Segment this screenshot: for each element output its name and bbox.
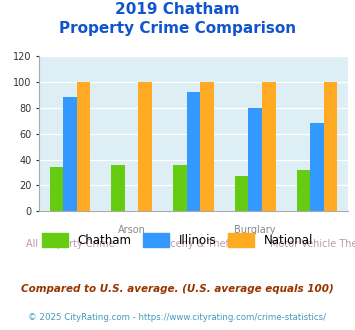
Text: All Property Crime: All Property Crime	[26, 239, 114, 249]
Text: © 2025 CityRating.com - https://www.cityrating.com/crime-statistics/: © 2025 CityRating.com - https://www.city…	[28, 314, 327, 322]
Bar	[77, 82, 90, 211]
Bar	[173, 165, 187, 211]
Legend: Chatham, Illinois, National: Chatham, Illinois, National	[37, 228, 318, 251]
Bar	[262, 82, 275, 211]
Text: Burglary: Burglary	[235, 225, 276, 235]
Bar	[111, 165, 125, 211]
Bar	[138, 82, 152, 211]
Bar	[324, 82, 337, 211]
Bar	[187, 92, 200, 211]
Text: Larceny & Theft: Larceny & Theft	[154, 239, 233, 249]
Bar	[235, 176, 248, 211]
Text: Motor Vehicle Theft: Motor Vehicle Theft	[270, 239, 355, 249]
Bar	[200, 82, 214, 211]
Bar	[248, 108, 262, 211]
Bar	[310, 123, 324, 211]
Bar	[63, 97, 77, 211]
Text: Compared to U.S. average. (U.S. average equals 100): Compared to U.S. average. (U.S. average …	[21, 284, 334, 294]
Text: Property Crime Comparison: Property Crime Comparison	[59, 21, 296, 36]
Bar	[297, 170, 310, 211]
Text: 2019 Chatham: 2019 Chatham	[115, 2, 240, 16]
Text: Arson: Arson	[118, 225, 146, 235]
Bar	[50, 167, 63, 211]
